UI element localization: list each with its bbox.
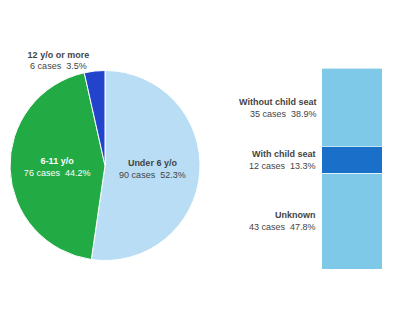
svg-text:Without child seat35 cases 38: Without child seat35 cases 38.9% <box>239 97 316 119</box>
svg-text:With child seat12 cases 13.3%: With child seat12 cases 13.3% <box>249 149 316 171</box>
svg-text:6-11 y/o76 cases 44.2%: 6-11 y/o76 cases 44.2% <box>24 156 91 178</box>
svg-text:Under 6 y/o90 cases 52.3%: Under 6 y/o90 cases 52.3% <box>119 158 186 180</box>
svg-text:12 y/o or more6 cases 3.5%: 12 y/o or more6 cases 3.5% <box>28 50 90 72</box>
svg-text:Unknown43 cases 47.8%: Unknown43 cases 47.8% <box>249 210 316 232</box>
